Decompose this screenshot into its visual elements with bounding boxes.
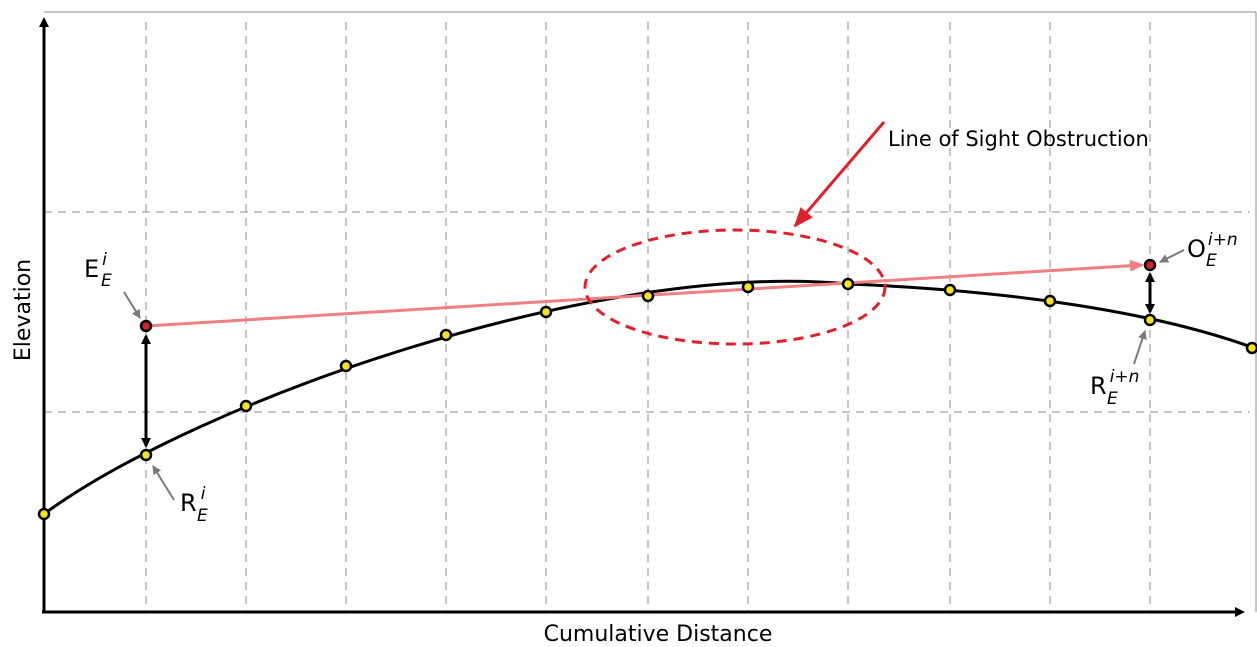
observed-label-sup: i+n xyxy=(1208,230,1238,250)
observed-ground-label-pointer xyxy=(1133,330,1147,365)
terrain-point xyxy=(539,305,553,319)
terrain-point xyxy=(439,328,453,342)
observed-label-base: O xyxy=(1187,235,1206,263)
eye-ground-label-sup: i xyxy=(201,484,206,504)
terrain-point xyxy=(1043,294,1057,308)
observed-ground-label-base: R xyxy=(1090,372,1107,400)
terrain-point xyxy=(641,289,655,303)
terrain-point xyxy=(239,399,253,413)
observed-ground-label-sup: i+n xyxy=(1110,367,1140,387)
obstruction-pointer xyxy=(793,121,886,228)
observed-ground-label-sub: E xyxy=(1107,389,1118,409)
grid xyxy=(44,22,1250,612)
terrain-profile xyxy=(43,279,1255,516)
eye-ground-label-sub: E xyxy=(197,506,208,526)
terrain-points xyxy=(37,277,1257,521)
terrain-point xyxy=(339,359,353,373)
eye-ground-label-pointer xyxy=(152,465,175,501)
terrain-point xyxy=(943,283,957,297)
obstruction-label: Line of Sight Obstruction xyxy=(888,127,1149,151)
terrain-point xyxy=(139,448,153,462)
terrain-point xyxy=(741,280,755,294)
observed-label-pointer xyxy=(1159,249,1185,263)
frame xyxy=(44,11,1257,612)
eye-label-pointer xyxy=(123,291,141,319)
eye-point xyxy=(139,319,153,333)
terrain-point xyxy=(37,507,51,521)
x-axis-label: Cumulative Distance xyxy=(544,622,773,647)
eye-label-base: E xyxy=(84,255,99,283)
terrain-point xyxy=(841,277,855,291)
y-axis-label: Elevation xyxy=(11,259,36,361)
eye-ground-label-base: R xyxy=(180,489,197,517)
eye-label-sup: i xyxy=(102,250,107,270)
observed-label-sub: E xyxy=(1206,251,1217,271)
eye-label-sub: E xyxy=(101,271,112,291)
terrain-point xyxy=(1143,313,1157,327)
obstruction-ellipse xyxy=(583,228,887,346)
observed-point xyxy=(1143,258,1157,272)
terrain-point xyxy=(1245,341,1257,355)
